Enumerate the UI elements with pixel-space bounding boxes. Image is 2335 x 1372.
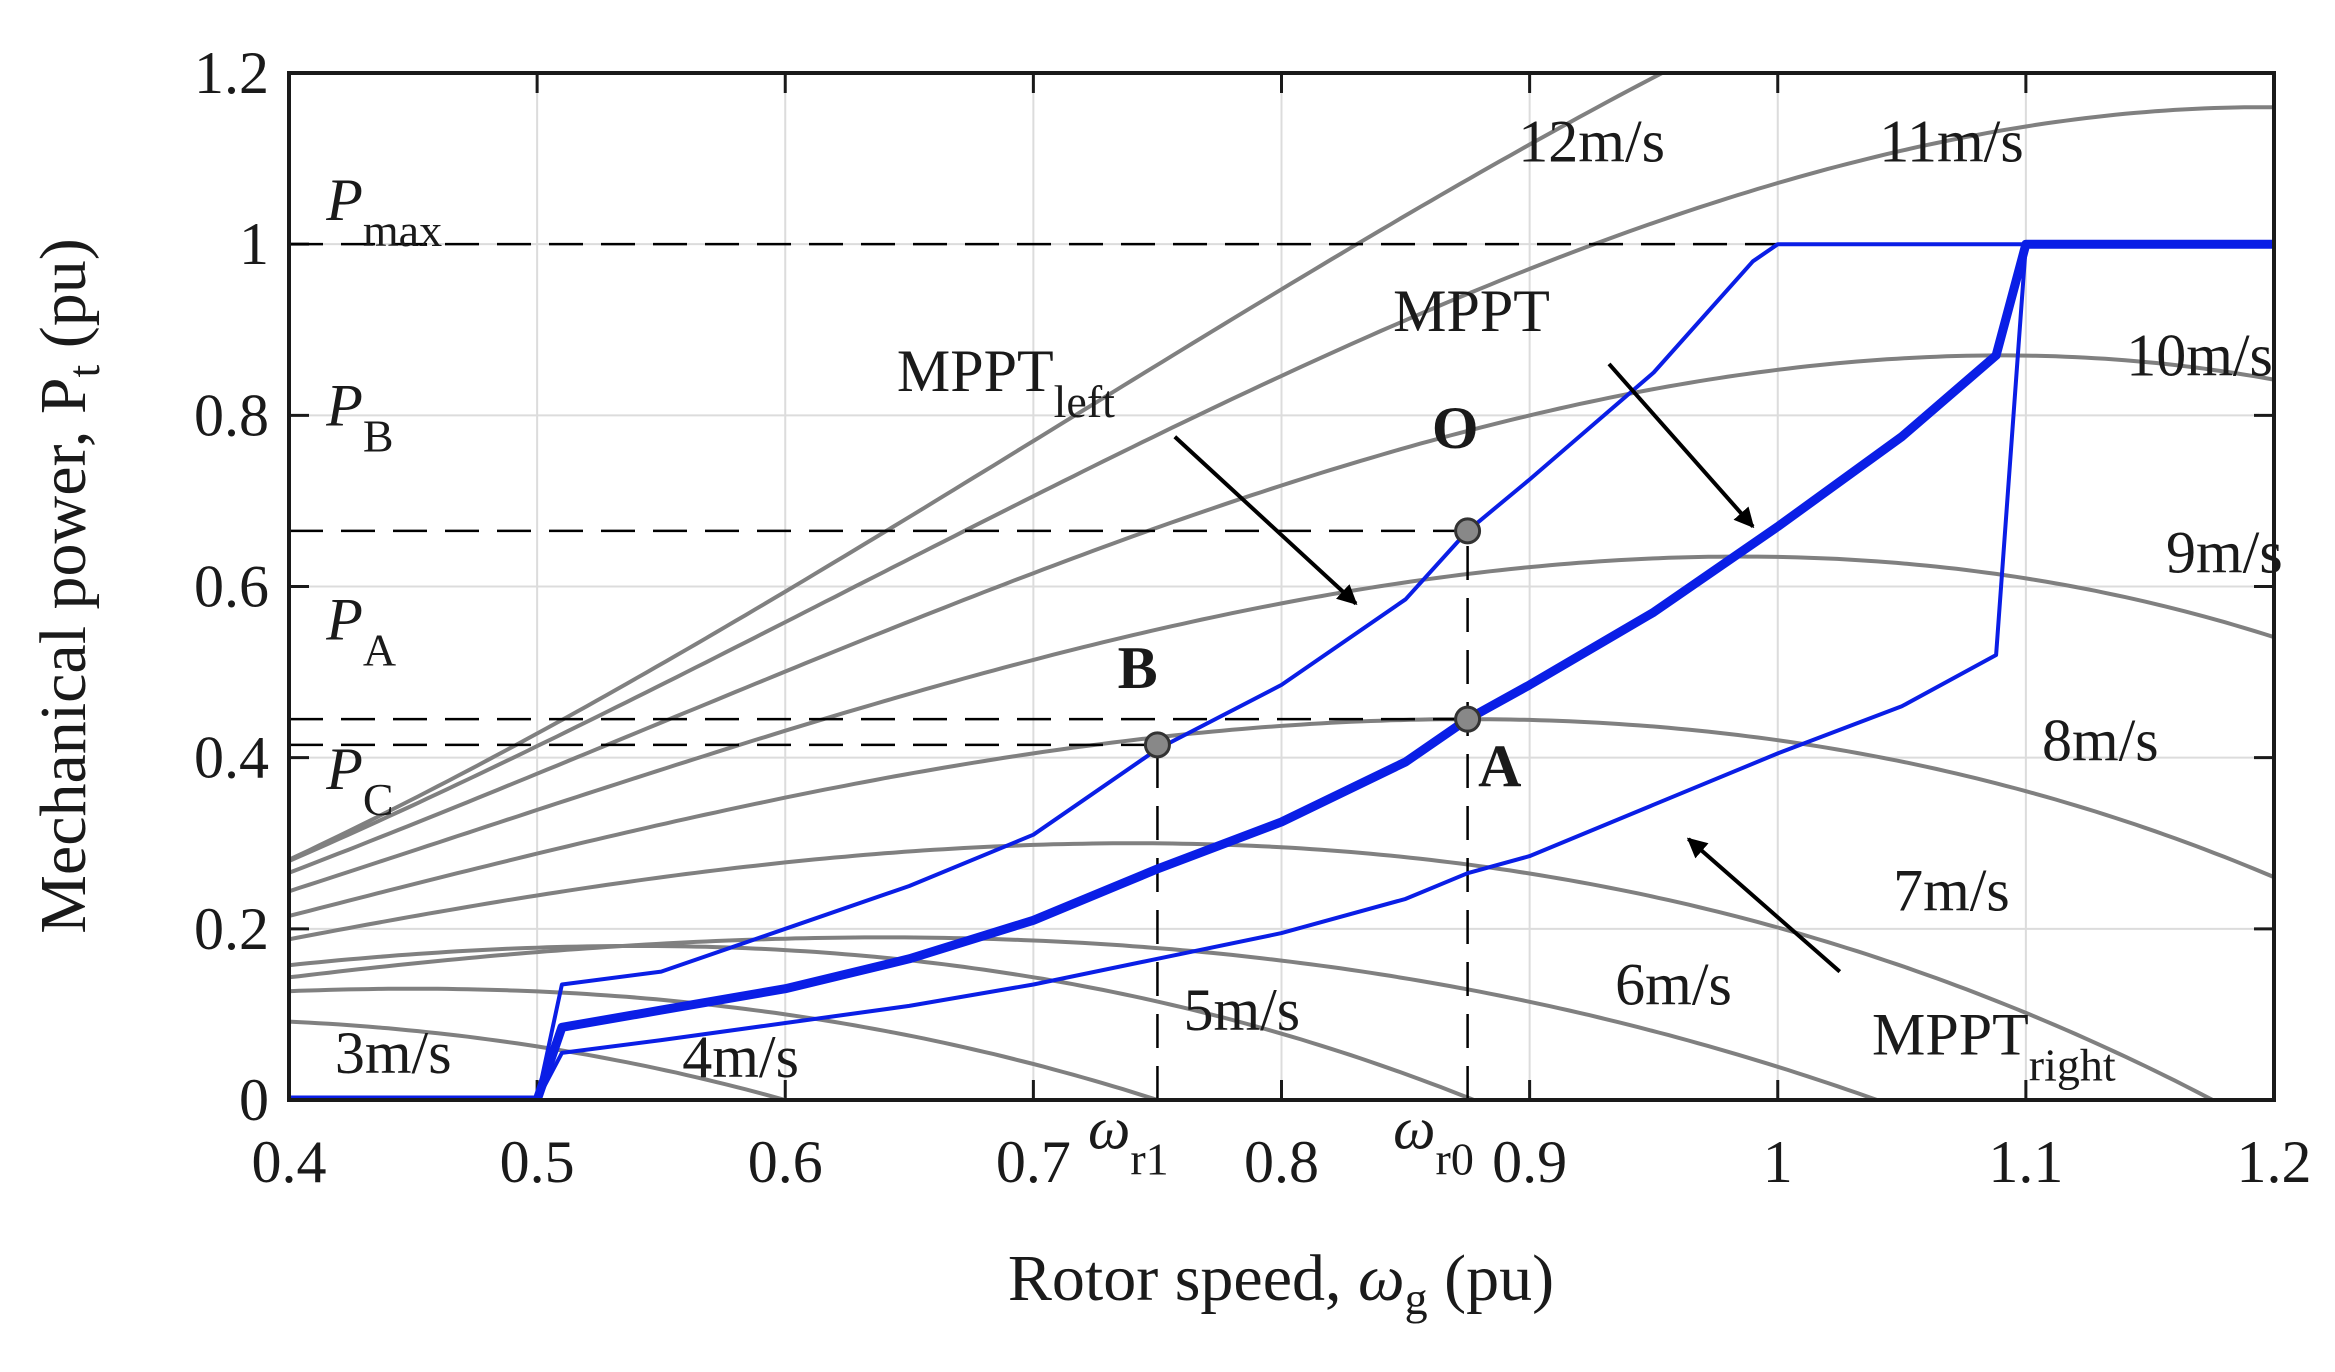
y-tick-label: 1.2 [194, 40, 269, 106]
omega-r1-label: ωr1 [1088, 1096, 1169, 1185]
wind-curve-label: 10m/s [2126, 322, 2273, 388]
plot-frame [287, 71, 2276, 1102]
wind-curve-label: 12m/s [1518, 108, 1665, 174]
mppt-left-annotation-main: MPPT [897, 338, 1054, 404]
y-axis-title: Mechanical power, Pt (pu) [27, 238, 109, 934]
x-axis-title-symbol: ω [1358, 1242, 1405, 1315]
wind-curve-7ms [289, 841, 2218, 1100]
wind-curve-label: 7m/s [1893, 857, 2010, 923]
x-axis-title-unit: (pu) [1428, 1242, 1554, 1315]
P-max-label-sub: max [363, 205, 442, 256]
operating-points [1143, 517, 1482, 759]
labels: 0.4 0.5 0.6 0.7 0.8 0.9 1 1.1 1.200.20.40.60.811… [194, 40, 2312, 1195]
wind-curve-label: 6m/s [1615, 951, 1732, 1017]
wind-curve-8ms [289, 717, 2274, 918]
y-axis-title-unit: (pu) [27, 238, 100, 364]
point-B [1143, 731, 1171, 759]
mppt-annotation-main: MPPT [1393, 278, 1550, 344]
y-axis-title-main: Mechanical power, P [27, 377, 100, 933]
mppt-right-annotation-sub: right [2029, 1039, 2116, 1090]
P-A-label-main: P [325, 586, 363, 652]
y-tick-label: 0 [239, 1067, 269, 1133]
y-tick-label: 0.2 [194, 896, 269, 962]
x-tick-label: 1.2 [2237, 1129, 2312, 1195]
x-tick-label: 1 [1763, 1129, 1793, 1195]
point-label-O: O [1432, 395, 1479, 461]
mppt-right-annotation-arrow [1686, 837, 1842, 974]
P-max-label-main: P [325, 167, 363, 233]
P-max-label: Pmax [325, 167, 442, 256]
x-tick-label: 0.8 [1244, 1129, 1319, 1195]
y-axis-title-sub: t [58, 364, 109, 377]
x-axis-title-main: Rotor speed, [1008, 1242, 1358, 1315]
y-tick-label: 1 [239, 211, 269, 277]
reference-lines [289, 242, 2274, 1100]
wind-curve-9ms [289, 554, 2274, 894]
annotation-arrows [1173, 362, 1842, 974]
mppt-left-annotation: MPPTleft [897, 338, 1115, 427]
y-tick-label: 0.6 [194, 554, 269, 620]
omega-r0-label-main: ω [1393, 1096, 1435, 1162]
P-C-label-main: P [325, 736, 363, 802]
wind-curve-label: 9m/s [2166, 519, 2283, 585]
P-A-label-sub: A [363, 624, 396, 675]
x-tick-label: 0.7 [996, 1129, 1071, 1195]
y-tick-label: 0.8 [194, 382, 269, 448]
point-label-B: B [1118, 635, 1158, 701]
omega-r1-label-sub: r1 [1130, 1134, 1168, 1185]
wind-curve-label: 5m/s [1183, 977, 1300, 1043]
x-tick-label: 1.1 [1988, 1129, 2063, 1195]
point-label-A: A [1478, 733, 1521, 799]
P-B-label-main: P [325, 372, 363, 438]
point-A [1454, 705, 1482, 733]
mppt-series [289, 239, 2274, 1100]
x-axis-title-sub: g [1405, 1273, 1428, 1324]
P-C-label-sub: C [363, 774, 394, 825]
wind-curve-label: 11m/s [1879, 108, 2023, 174]
omega-r0-label: ωr0 [1393, 1096, 1474, 1185]
wind-curves [289, 73, 2274, 1100]
omega-r1-label-main: ω [1088, 1096, 1130, 1162]
mppt-annotation: MPPT [1393, 278, 1550, 344]
wind-curve-10ms [289, 353, 2274, 875]
x-axis-title: Rotor speed, ωg (pu) [1008, 1242, 1554, 1324]
svg-text:Rotor speed, ωg (pu): Rotor speed, ωg (pu) [1008, 1242, 1554, 1324]
P-C-label: PC [325, 736, 393, 825]
wind-curve-3ms [289, 1019, 793, 1100]
series-MPPT [289, 239, 2274, 1100]
x-tick-label: 0.6 [748, 1129, 823, 1195]
wind-curve-label: 3m/s [335, 1020, 452, 1086]
mppt-annotation-arrow [1607, 362, 1755, 529]
series-MPPT_left [289, 242, 2274, 1100]
x-tick-label: 0.4 [252, 1129, 327, 1195]
wind-curve-11ms [289, 105, 2274, 863]
P-B-label-sub: B [363, 410, 394, 461]
P-A-label: PA [325, 586, 396, 675]
omega-r0-label-sub: r0 [1436, 1134, 1474, 1185]
point-O [1454, 517, 1482, 545]
mppt-right-annotation-main: MPPT [1872, 1001, 2029, 1067]
svg-text:Mechanical power, Pt (pu): Mechanical power, Pt (pu) [27, 238, 109, 934]
mppt-right-annotation: MPPTright [1872, 1001, 2116, 1090]
x-tick-label: 0.5 [500, 1129, 575, 1195]
mppt-left-annotation-sub: left [1054, 376, 1116, 427]
P-B-label: PB [325, 372, 393, 461]
wind-curve-12ms [289, 73, 1667, 862]
y-tick-label: 0.4 [194, 725, 269, 791]
mppt-left-annotation-arrow [1173, 435, 1358, 606]
wind-curve-6ms [289, 935, 1883, 1100]
wind-curve-label: 4m/s [682, 1024, 799, 1090]
wind-curve-4ms [289, 986, 1164, 1100]
series-MPPT_right [289, 242, 2274, 1100]
x-tick-label: 0.9 [1492, 1129, 1567, 1195]
wind-curve-label: 8m/s [2042, 708, 2159, 774]
